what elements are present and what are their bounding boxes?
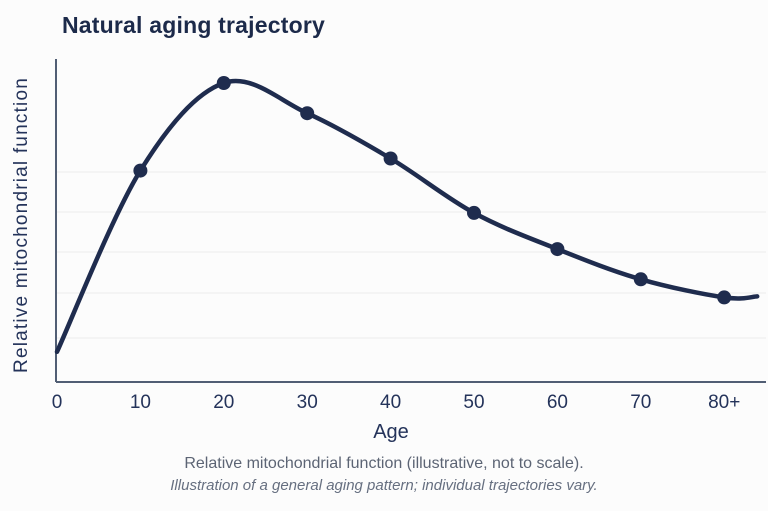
x-tick-label: 40 xyxy=(380,392,401,413)
aging-trajectory-line-chart: 0 10 20 30 40 50 60 70 80+ Age Relative mitochon… xyxy=(11,59,766,443)
gridlines xyxy=(57,171,766,339)
x-tick-label: 10 xyxy=(130,392,151,413)
trajectory-curve xyxy=(54,78,760,355)
x-tick-label: 0 xyxy=(52,392,63,413)
chart-subcaption: Illustration of a general aging pattern;… xyxy=(170,477,598,494)
x-tick-labels: 0 10 20 30 40 50 60 70 80+ xyxy=(52,392,741,413)
chart-caption: Relative mitochondrial function (illustr… xyxy=(184,455,584,472)
x-tick-label: 30 xyxy=(297,392,318,413)
data-point-age-40 xyxy=(383,151,398,166)
data-point-age-60 xyxy=(550,242,565,257)
x-axis-title: Age xyxy=(373,421,409,443)
data-point-age-70 xyxy=(633,272,648,287)
data-point-age-20 xyxy=(216,76,231,90)
x-tick-label: 80+ xyxy=(708,392,740,413)
y-axis-title: Relative mitochondrial function xyxy=(11,77,32,373)
data-point-age-50 xyxy=(467,205,481,220)
data-point-age-30 xyxy=(300,106,315,121)
data-series xyxy=(54,76,760,355)
chart-title: Natural aging trajectory xyxy=(62,12,325,38)
data-point-age-80 xyxy=(717,290,732,305)
x-tick-label: 70 xyxy=(630,392,651,413)
x-tick-label: 50 xyxy=(463,392,484,413)
x-tick-label: 60 xyxy=(547,392,568,413)
x-tick-label: 20 xyxy=(213,392,234,413)
data-point-age-10 xyxy=(133,163,148,178)
